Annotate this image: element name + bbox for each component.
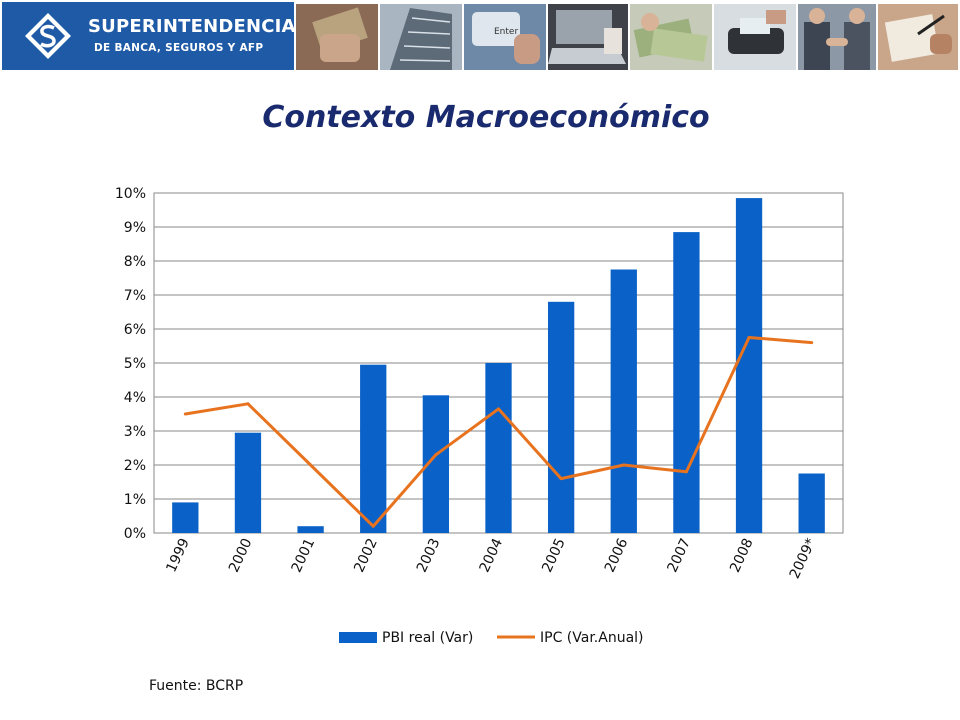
legend-swatch-pbi — [339, 632, 377, 643]
source-note: Fuente: BCRP — [149, 678, 244, 694]
bar-pbi — [610, 269, 637, 533]
x-tick-label: 2007 — [664, 536, 694, 575]
building-photo-icon — [380, 4, 462, 70]
card-terminal-photo-icon — [714, 4, 796, 70]
y-tick-label: 0% — [124, 526, 146, 542]
y-tick-label: 3% — [124, 424, 146, 440]
x-tick-label: 2003 — [414, 536, 444, 575]
point-ipc — [246, 402, 250, 406]
point-ipc — [309, 463, 313, 467]
y-tick-label: 5% — [124, 356, 146, 372]
x-tick-label: 2005 — [539, 536, 569, 575]
point-ipc — [497, 407, 500, 411]
handshake-photo-icon — [798, 4, 876, 70]
x-tick-label: 1999 — [163, 536, 193, 575]
y-tick-label: 10% — [115, 186, 146, 202]
bar-series — [172, 198, 825, 533]
point-ipc — [622, 463, 626, 467]
x-tick-label: 2000 — [226, 536, 256, 575]
y-axis: 0% 1% 2% 3% 4% 5% 6% 7% 8% 9% 10% — [115, 186, 146, 542]
bar-pbi — [673, 232, 700, 533]
banknotes-photo-icon — [630, 4, 712, 70]
y-tick-label: 2% — [124, 458, 146, 474]
point-ipc — [371, 524, 375, 528]
x-axis: 1999 2000 2001 2002 2003 2004 2005 2006 2007 2008… — [163, 536, 819, 581]
bar-pbi — [798, 473, 825, 533]
x-tick-label: 2006 — [602, 536, 632, 575]
point-ipc — [747, 336, 751, 339]
bar-pbi — [360, 364, 387, 533]
line-series — [183, 336, 814, 528]
y-tick-label: 6% — [124, 322, 146, 338]
y-tick-label: 4% — [124, 390, 146, 406]
legend: PBI real (Var) IPC (Var.Anual) — [339, 630, 644, 646]
x-tick-label: 2009* — [787, 536, 820, 581]
bar-pbi — [735, 198, 763, 533]
keyboard-enter-photo-icon: Enter — [464, 4, 546, 70]
x-tick-label: 2002 — [351, 536, 381, 575]
header-banner: SUPERINTENDENCIA DE BANCA, SEGUROS Y AFP… — [0, 0, 960, 72]
x-tick-label: 2008 — [727, 536, 757, 575]
bar-pbi — [172, 502, 199, 533]
svg-text:Enter: Enter — [494, 27, 518, 37]
page-title: Contexto Macroeconómico — [262, 100, 710, 135]
logo-subtitle: DE BANCA, SEGUROS Y AFP — [94, 42, 264, 54]
signing-photo-icon — [878, 4, 958, 70]
logo-title: SUPERINTENDENCIA — [88, 16, 296, 37]
bar-pbi — [234, 432, 262, 533]
y-tick-label: 1% — [124, 492, 146, 508]
y-tick-label: 9% — [124, 220, 146, 236]
point-ipc — [684, 470, 688, 474]
bar-pbi — [297, 526, 324, 533]
sbs-logo-icon — [25, 13, 71, 59]
laptop-photo-icon — [548, 4, 628, 70]
bar-pbi — [485, 363, 512, 533]
point-ipc — [434, 453, 438, 457]
sbs-logo[interactable]: SUPERINTENDENCIA DE BANCA, SEGUROS Y AFP — [2, 2, 296, 70]
legend-label-pbi: PBI real (Var) — [382, 630, 473, 646]
point-ipc — [810, 341, 814, 345]
point-ipc — [183, 412, 187, 416]
legend-label-ipc: IPC (Var.Anual) — [540, 630, 644, 646]
x-tick-label: 2004 — [477, 536, 507, 575]
point-ipc — [559, 477, 563, 481]
bar-pbi — [547, 301, 575, 533]
x-tick-label: 2001 — [289, 536, 319, 575]
y-tick-label: 8% — [124, 254, 146, 270]
y-tick-label: 7% — [124, 288, 146, 304]
credit-card-photo-icon — [296, 4, 378, 70]
